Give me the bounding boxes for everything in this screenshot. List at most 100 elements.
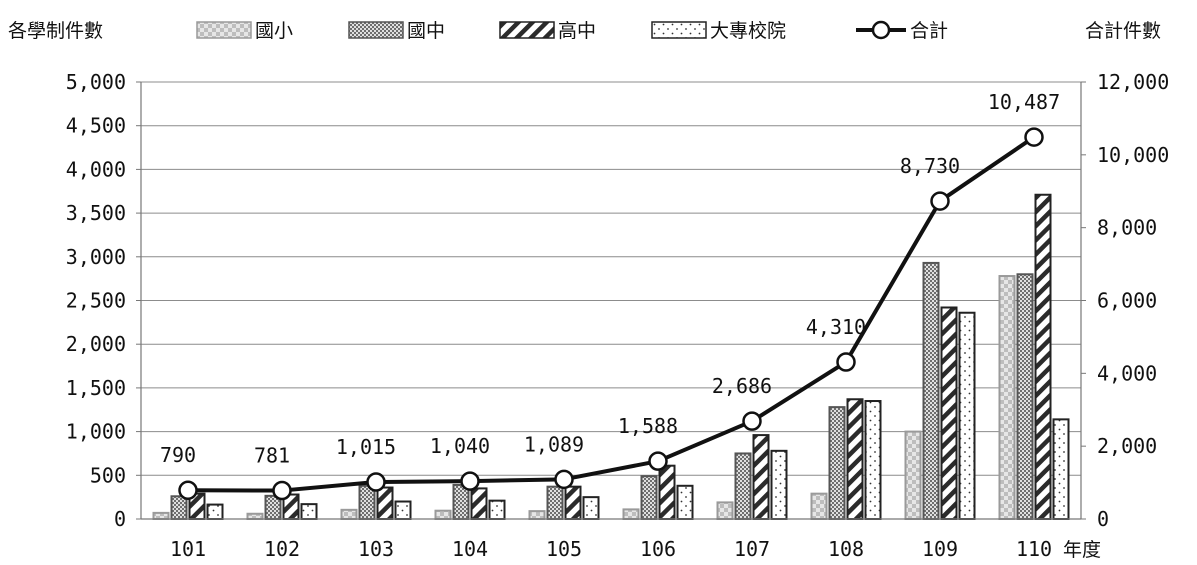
left-axis-tick-label: 1,000: [66, 420, 126, 444]
left-axis-tick-label: 500: [90, 463, 126, 487]
total-data-label: 4,310: [806, 315, 866, 339]
bar-junior-high: [640, 475, 658, 521]
x-axis-tick-label: 105: [546, 537, 582, 561]
total-line: [187, 135, 1036, 493]
bar-elementary: [152, 511, 170, 521]
bar-senior-high: [752, 434, 770, 521]
total-line-series: [178, 127, 1044, 501]
total-point: [178, 480, 198, 500]
right-axis-tick-label: 6,000: [1097, 289, 1157, 313]
legend-label-senior-high: 高中: [558, 20, 596, 42]
bar-senior-high: [376, 486, 394, 521]
total-point: [460, 471, 480, 491]
bar-elementary: [998, 275, 1016, 521]
x-axis-tick-label: 107: [734, 537, 770, 561]
left-axis-tick-label: 3,000: [66, 245, 126, 269]
bar-senior-high: [564, 485, 582, 520]
total-data-label: 781: [254, 444, 290, 468]
left-axis-title: 各學制件數: [8, 20, 103, 42]
legend-label-college: 大專校院: [710, 20, 786, 42]
total-data-label: 1,089: [524, 432, 584, 456]
x-axis-tick-label: 101: [170, 537, 206, 561]
legend-swatch-elementary: [196, 21, 252, 39]
legend-label-total: 合計: [910, 20, 948, 42]
bar-elementary: [340, 508, 358, 520]
x-axis-tick-label: 109: [922, 537, 958, 561]
bar-elementary: [434, 509, 452, 520]
legend-label-junior-high: 國中: [407, 20, 445, 42]
bar-senior-high: [940, 306, 958, 520]
right-axis-tick-label: 10,000: [1097, 143, 1169, 167]
bar-junior-high: [170, 495, 188, 520]
x-axis-tick-label: 104: [452, 537, 488, 561]
bar-junior-high: [922, 261, 940, 520]
total-point: [836, 352, 856, 372]
right-axis-tick-label: 2,000: [1097, 434, 1157, 458]
left-axis-tick-label: 0: [114, 507, 126, 531]
bar-college: [864, 400, 882, 521]
total-point: [930, 191, 950, 211]
legend-swatch-junior-high: [348, 21, 404, 39]
total-data-label: 1,040: [430, 434, 490, 458]
total-point: [742, 411, 762, 431]
bar-elementary: [904, 430, 922, 521]
bar-elementary: [810, 492, 828, 520]
bar-college: [488, 499, 506, 520]
bar-college: [394, 500, 412, 520]
x-axis-tick-label: 102: [264, 537, 300, 561]
bar-college: [300, 503, 318, 520]
bar-senior-high: [470, 487, 488, 521]
left-axis-tick-label: 4,000: [66, 157, 126, 181]
total-data-label: 2,686: [712, 374, 772, 398]
x-axis-tick-label: 106: [640, 537, 676, 561]
bars: [152, 193, 1070, 521]
legend-label-elementary: 國小: [255, 20, 293, 42]
left-axis-tick-label: 2,000: [66, 332, 126, 356]
total-point: [1024, 127, 1044, 147]
right-axis-tick-label: 8,000: [1097, 216, 1157, 240]
total-point: [366, 472, 386, 492]
bar-elementary: [246, 512, 264, 520]
bar-elementary: [622, 508, 640, 520]
total-data-label: 1,588: [618, 414, 678, 438]
legend: 國小 國中 高中 大專校院 合計: [196, 20, 948, 42]
bar-senior-high: [658, 464, 676, 521]
left-axis-tick-label: 2,500: [66, 289, 126, 313]
total-data-label: 8,730: [900, 154, 960, 178]
bar-elementary: [716, 501, 734, 521]
left-axis-tick-label: 4,500: [66, 114, 126, 138]
total-point: [648, 451, 668, 471]
bar-junior-high: [546, 485, 564, 520]
bar-college: [582, 496, 600, 520]
total-data-label: 790: [160, 443, 196, 467]
bar-college: [676, 484, 694, 520]
bar-college: [1052, 418, 1070, 521]
left-axis-tick-label: 1,500: [66, 376, 126, 400]
legend-swatch-college: [651, 21, 707, 39]
legend-marker-total: [871, 20, 891, 40]
axes: [136, 81, 1086, 520]
bar-college: [958, 311, 976, 520]
right-axis-tick-label: 4,000: [1097, 361, 1157, 385]
bar-junior-high: [1016, 273, 1034, 520]
total-point: [272, 480, 292, 501]
total-point: [554, 469, 574, 490]
right-axis-title: 合計件數: [1085, 20, 1161, 42]
bar-junior-high: [828, 406, 846, 520]
bar-senior-high: [846, 398, 864, 520]
x-axis-tick-label: 110: [1016, 537, 1052, 561]
x-axis-tick-label: 108: [828, 537, 864, 561]
bar-senior-high: [1034, 193, 1052, 520]
left-axis-tick-label: 5,000: [66, 70, 126, 94]
bar-college: [770, 449, 788, 520]
bar-junior-high: [734, 452, 752, 521]
legend-swatch-senior-high: [499, 21, 555, 39]
x-axis-title: 年度: [1063, 539, 1101, 561]
total-data-label: 1,015: [336, 435, 396, 459]
gridlines: [141, 81, 1081, 476]
x-axis-tick-label: 103: [358, 537, 394, 561]
bar-elementary: [528, 510, 546, 521]
right-axis-tick-label: 12,000: [1097, 70, 1169, 94]
